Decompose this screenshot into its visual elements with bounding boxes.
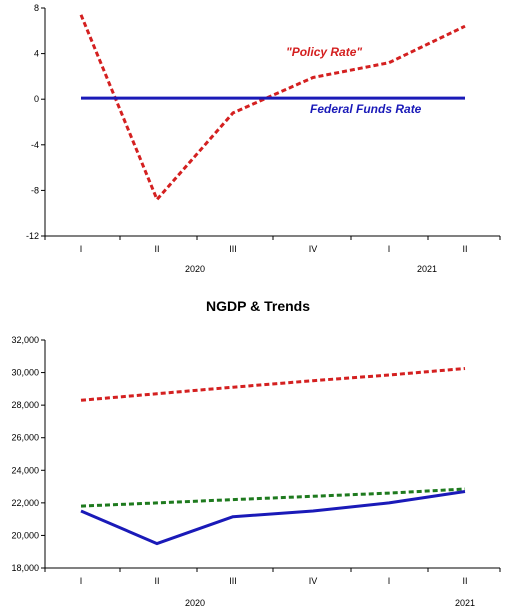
chart2-series-line bbox=[80, 487, 466, 508]
chart2-y-tick-label: 24,000 bbox=[11, 465, 39, 475]
chart2-y-tick-label: 28,000 bbox=[11, 400, 39, 410]
chart1-x-tick-label: I bbox=[388, 244, 391, 254]
chart2-x-tick-label: II bbox=[462, 576, 467, 586]
chart2-x-tick-label: I bbox=[388, 576, 391, 586]
chart2-x-tick-label: I bbox=[80, 576, 83, 586]
chart1-x-tick-label: II bbox=[462, 244, 467, 254]
chart2-y-tick-label: 30,000 bbox=[11, 368, 39, 378]
chart2-y-tick-label: 26,000 bbox=[11, 433, 39, 443]
chart2-y-tick-label: 18,000 bbox=[11, 563, 39, 573]
chart2-series-line bbox=[80, 367, 466, 402]
ngdp-trends-chart: NGDP & Trends 18,000 20,000 22,000 24,000 26… bbox=[11, 298, 501, 608]
chart2-x-tick-label: III bbox=[229, 576, 237, 586]
chart1-y-tick-label: 0 bbox=[34, 94, 39, 104]
chart1-y-tick-label: -12 bbox=[26, 231, 39, 241]
chart2-year-label: 2021 bbox=[455, 598, 475, 608]
chart2-y-tick-label: 32,000 bbox=[11, 335, 39, 345]
chart2-year-label: 2020 bbox=[185, 598, 205, 608]
chart1-y-tick-label: 4 bbox=[34, 49, 39, 59]
chart2-x-tick-label: II bbox=[154, 576, 159, 586]
policy-rate-annotation: "Policy Rate" bbox=[286, 45, 362, 59]
chart1-y-tick-label: 8 bbox=[34, 3, 39, 13]
chart1-x-tick-label: IV bbox=[309, 244, 318, 254]
federal-funds-rate-annotation: Federal Funds Rate bbox=[310, 102, 422, 116]
chart1-x-tick-label: I bbox=[80, 244, 83, 254]
chart2-y-tick-label: 22,000 bbox=[11, 498, 39, 508]
chart1-year-label: 2021 bbox=[417, 264, 437, 274]
chart2-title: NGDP & Trends bbox=[206, 298, 310, 314]
chart2-y-tick-label: 20,000 bbox=[11, 530, 39, 540]
chart1-y-tick-label: -8 bbox=[31, 185, 39, 195]
chart1-year-label: 2020 bbox=[185, 264, 205, 274]
chart2-series-line bbox=[80, 490, 466, 546]
chart2-x-tick-label: IV bbox=[309, 576, 318, 586]
chart1-y-tick-label: -4 bbox=[31, 140, 39, 150]
chart1-x-tick-label: II bbox=[154, 244, 159, 254]
chart1-x-tick-label: III bbox=[229, 244, 237, 254]
